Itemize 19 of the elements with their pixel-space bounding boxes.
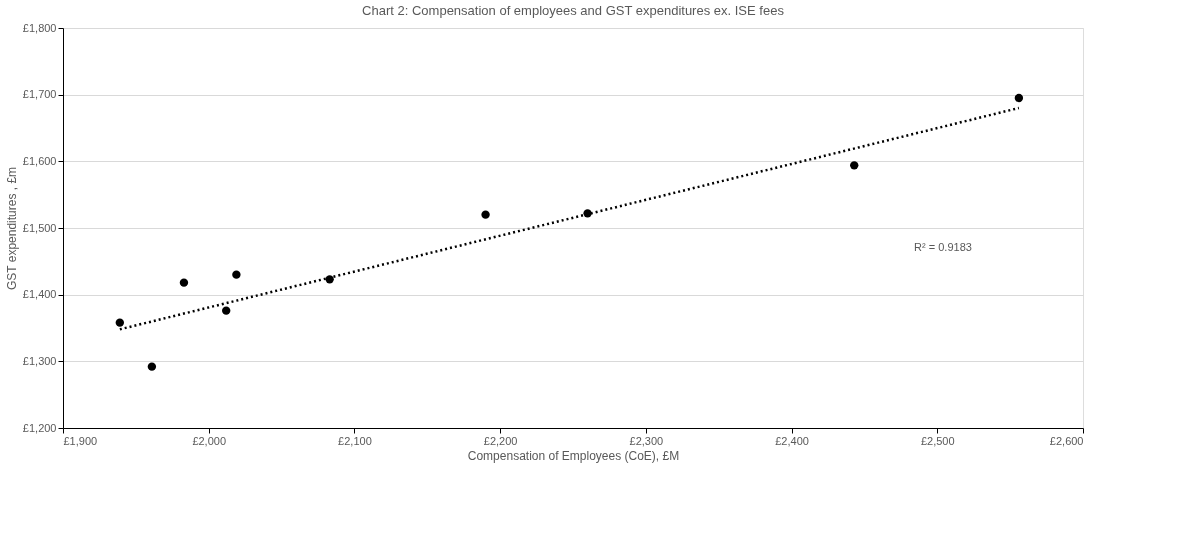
y-tick-label: £1,400 (22, 288, 57, 301)
x-tick-label: £2,400 (775, 434, 809, 447)
y-tick-label: £1,700 (22, 88, 57, 101)
x-tick-label: £2,100 (338, 434, 372, 447)
x-axis-title: Compensation of Employees (CoE), £M (467, 448, 680, 463)
y-tick-label: £1,500 (22, 221, 57, 234)
x-tick-label: £2,600 (1049, 434, 1084, 447)
y-axis-title: GST expenditures , £m (4, 166, 19, 291)
x-tick-label: £2,200 (483, 434, 518, 447)
y-tick-label: £1,600 (22, 154, 57, 167)
x-tick-label: £2,300 (629, 434, 664, 447)
y-tick-label: £1,800 (22, 21, 57, 34)
y-tick-label: £1,300 (22, 354, 57, 367)
annotation: R² = 0.9183 (914, 241, 972, 253)
x-tick-label: £1,900 (63, 434, 98, 447)
x-tick-label: £2,500 (920, 434, 955, 447)
chart-title: Chart 2: Compensation of employees and GST expenditures ex. ISE fees (362, 3, 785, 18)
y-tick-label: £1,200 (22, 421, 57, 434)
x-tick-label: £2,000 (192, 434, 227, 447)
